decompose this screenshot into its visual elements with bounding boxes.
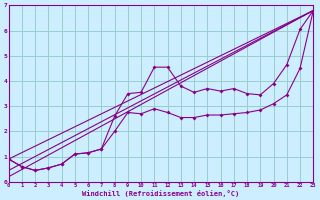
X-axis label: Windchill (Refroidissement éolien,°C): Windchill (Refroidissement éolien,°C) [82,190,240,197]
